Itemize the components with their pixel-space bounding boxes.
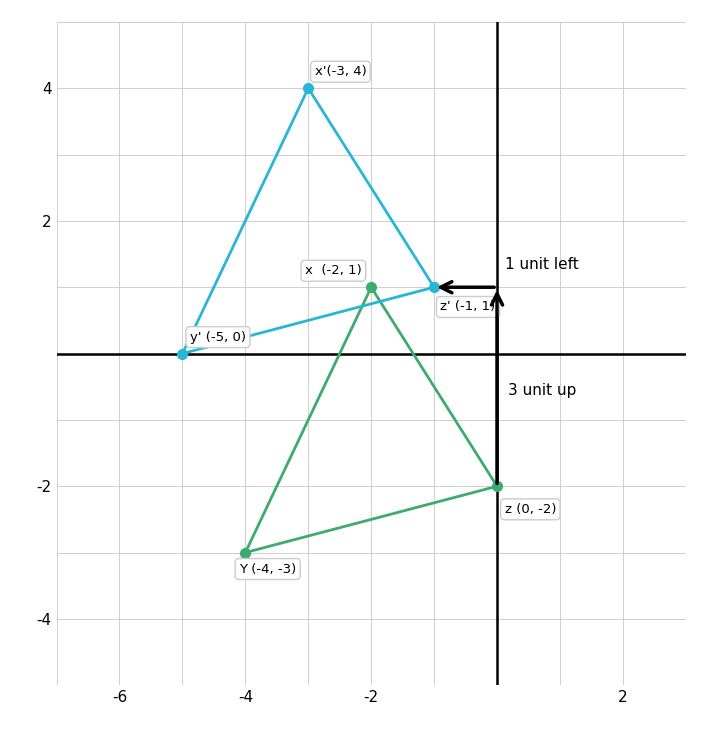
- Text: x  (-2, 1): x (-2, 1): [305, 265, 362, 277]
- Text: Y (-4, -3): Y (-4, -3): [239, 563, 296, 575]
- Text: y' (-5, 0): y' (-5, 0): [190, 331, 246, 343]
- Text: z (0, -2): z (0, -2): [505, 503, 556, 516]
- Text: 1 unit left: 1 unit left: [505, 257, 578, 271]
- Text: 3 unit up: 3 unit up: [508, 383, 577, 397]
- Text: x'(-3, 4): x'(-3, 4): [315, 66, 366, 78]
- Text: z' (-1, 1): z' (-1, 1): [440, 300, 496, 313]
